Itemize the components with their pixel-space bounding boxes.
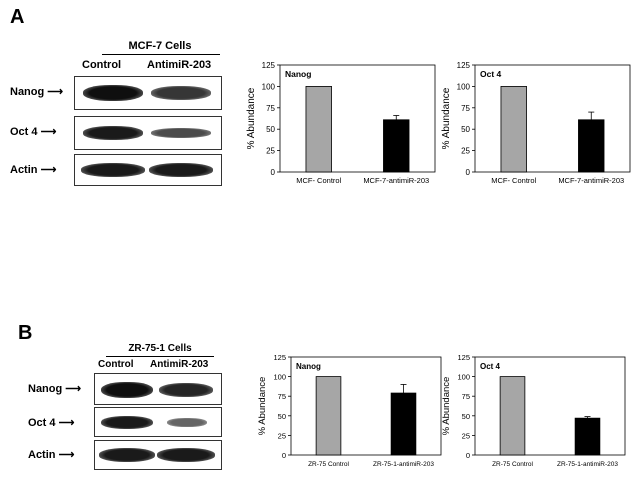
- y-tick-label: 25: [266, 147, 275, 156]
- y-tick-label: 75: [266, 104, 275, 113]
- arrow-right-icon: ⟶: [40, 126, 57, 138]
- bar-chart-nanog-a: 0 25 50 75 100 125 % Abundance Nanog MCF- Contro…: [246, 61, 436, 185]
- y-tick-label: 100: [273, 373, 286, 382]
- y-tick-label: 100: [457, 373, 470, 382]
- blot-actin-b: [94, 440, 222, 470]
- y-axis-label: % Abundance: [246, 87, 257, 149]
- lane-label-antimir-a: AntimiR-203: [147, 59, 212, 71]
- y-tick-label: 125: [262, 61, 276, 70]
- y-tick-label: 0: [271, 168, 276, 177]
- lane-label-control-a: Control: [82, 59, 122, 71]
- band: [101, 416, 153, 429]
- chart-title: Nanog: [296, 362, 321, 371]
- arrow-right-icon: ⟶: [58, 449, 75, 461]
- band: [101, 382, 153, 398]
- row-label-actin-b: Actin ⟶: [28, 449, 75, 461]
- arrow-right-icon: ⟶: [40, 164, 57, 176]
- band: [81, 163, 145, 177]
- band: [157, 448, 215, 462]
- plot-area-frame: [474, 64, 631, 173]
- bar-chart-oct4-a: 0 25 50 75 100 125 % Abundance Oct 4 MCF- Contro…: [441, 61, 631, 185]
- row-label-oct4-b: Oct 4 ⟶: [28, 417, 75, 429]
- y-tick-label: 50: [462, 412, 470, 421]
- bar-chart-nanog-b: 0 25 50 75 100 125 % Abundance Nanog ZR-75 Contr…: [257, 353, 442, 468]
- band: [99, 448, 155, 462]
- plot-area-frame: [279, 64, 436, 173]
- y-tick-label: 0: [466, 451, 470, 460]
- arrow-right-icon: ⟶: [65, 383, 82, 395]
- x-category-label: ZR-75 Control: [308, 461, 349, 468]
- blot-nanog-b: [94, 373, 222, 405]
- y-tick-label: 125: [457, 61, 471, 70]
- chart-title: Nanog: [285, 69, 311, 79]
- chart-title: Oct 4: [480, 69, 502, 79]
- blot-oct4-b: [94, 407, 222, 437]
- x-category-label: MCF-7-antimiR-203: [363, 176, 429, 185]
- bar: [500, 85, 527, 173]
- y-tick-label: 125: [273, 353, 286, 362]
- arrow-right-icon: ⟶: [58, 417, 75, 429]
- blot-actin-a: [74, 154, 222, 186]
- y-tick-label: 50: [278, 412, 286, 421]
- lane-label-control-b: Control: [98, 359, 134, 370]
- y-tick-label: 50: [266, 125, 275, 134]
- bar: [305, 85, 332, 173]
- band: [83, 126, 143, 140]
- plot-area-frame: [474, 356, 626, 456]
- y-axis-label: % Abundance: [441, 377, 452, 436]
- bar-chart-oct4-b: 0 25 50 75 100 125 % Abundance Oct 4 ZR-75 Contr…: [441, 353, 626, 468]
- bar: [383, 119, 410, 173]
- y-tick-label: 0: [466, 168, 471, 177]
- blot-oct4-a: [74, 116, 222, 150]
- x-category-label: MCF- Control: [491, 176, 536, 185]
- x-category-label: MCF-7-antimiR-203: [558, 176, 624, 185]
- y-tick-label: 100: [262, 82, 276, 91]
- y-tick-label: 25: [278, 431, 286, 440]
- y-tick-label: 100: [457, 82, 471, 91]
- band: [159, 383, 213, 397]
- y-tick-label: 50: [461, 125, 470, 134]
- lane-label-antimir-b: AntimiR-203: [150, 359, 209, 370]
- blot-nanog-a: [74, 76, 222, 110]
- y-tick-label: 75: [461, 104, 470, 113]
- row-label-actin-a: Actin ⟶: [10, 164, 57, 176]
- cells-title-a: MCF-7 Cells: [128, 40, 192, 52]
- panel-label-b: B: [18, 322, 33, 344]
- y-tick-label: 25: [462, 431, 470, 440]
- y-tick-label: 125: [457, 353, 470, 362]
- chart-title: Oct 4: [480, 362, 501, 371]
- band: [151, 128, 211, 138]
- x-category-label: MCF- Control: [296, 176, 341, 185]
- row-label-nanog-b: Nanog ⟶: [28, 383, 82, 395]
- x-category-label: ZR-75-1-antimiR-203: [373, 461, 434, 468]
- x-category-label: ZR-75 Control: [492, 461, 533, 468]
- band: [149, 163, 213, 177]
- bar: [315, 376, 342, 456]
- bar: [578, 119, 605, 173]
- x-category-label: ZR-75-1-antimiR-203: [557, 461, 618, 468]
- y-tick-label: 75: [462, 392, 470, 401]
- y-axis-label: % Abundance: [257, 377, 268, 436]
- cells-title-b: ZR-75-1 Cells: [128, 343, 192, 354]
- panel-label-a: A: [10, 6, 25, 28]
- y-tick-label: 75: [278, 392, 286, 401]
- y-axis-label: % Abundance: [441, 87, 452, 149]
- band: [83, 85, 143, 101]
- row-label-nanog-a: Nanog ⟶: [10, 86, 64, 98]
- arrow-right-icon: ⟶: [47, 86, 64, 98]
- cells-title-underline-b: [106, 356, 214, 357]
- row-label-oct4-a: Oct 4 ⟶: [10, 126, 57, 138]
- plot-area-frame: [290, 356, 442, 456]
- y-tick-label: 0: [282, 451, 286, 460]
- bar: [499, 376, 526, 456]
- bar: [574, 417, 601, 456]
- band: [151, 86, 211, 100]
- y-tick-label: 25: [461, 147, 470, 156]
- bar: [390, 392, 417, 456]
- cells-title-underline-a: [102, 54, 220, 55]
- band: [167, 418, 207, 427]
